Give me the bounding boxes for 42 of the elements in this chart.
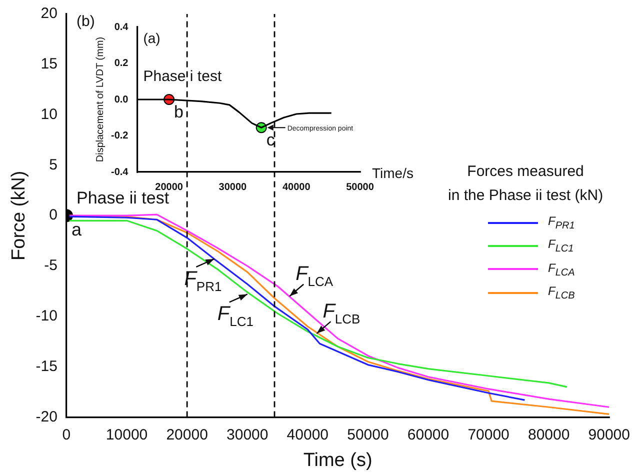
x-tick-label: 70000 bbox=[468, 426, 510, 444]
y-tick-label: 10 bbox=[40, 106, 58, 123]
x-tick-label: 20000 bbox=[166, 426, 208, 444]
x-tick-label: 40000 bbox=[282, 182, 311, 193]
legend-label: F$_{LC1}$ bbox=[548, 237, 574, 255]
x-axis-title: Time (s) bbox=[303, 450, 372, 471]
annotation: c bbox=[266, 130, 276, 150]
y-tick-label: 0 bbox=[49, 206, 58, 224]
legend-label: F$_{PR1}$ bbox=[548, 214, 575, 232]
x-axis-title: Time/s bbox=[372, 165, 414, 181]
x-tick-label: 90000 bbox=[588, 426, 630, 444]
y-tick-label: -20 bbox=[36, 408, 58, 426]
annotation: (a) bbox=[143, 30, 160, 46]
y-tick-label: 0.2 bbox=[114, 58, 129, 69]
x-tick-label: 10000 bbox=[106, 426, 148, 444]
legend-label: F$_{LCB}$ bbox=[548, 284, 575, 302]
y-tick-label: 15 bbox=[40, 56, 58, 73]
legend-label: F$_{LCA}$ bbox=[548, 260, 575, 278]
x-tick-label: 50000 bbox=[347, 426, 389, 444]
y-tick-label: 0.4 bbox=[114, 22, 129, 33]
x-tick-label: 40000 bbox=[286, 426, 329, 444]
x-tick-label: 30000 bbox=[218, 182, 248, 193]
annotation: b bbox=[174, 102, 184, 122]
y-axis-title: Displacement of LVDT (mm) bbox=[94, 36, 106, 162]
y-tick-label: -15 bbox=[36, 358, 58, 375]
annotation: (b) bbox=[76, 13, 95, 30]
y-tick-label: -0.2 bbox=[110, 130, 129, 142]
y-tick-label: -5 bbox=[44, 257, 58, 274]
y-tick-label: -10 bbox=[36, 308, 58, 325]
x-tick-label: 50000 bbox=[346, 182, 374, 193]
legend-title: Forces measured in the Phase ii test (kN) bbox=[448, 162, 604, 206]
y-tick-label: 0.0 bbox=[114, 94, 129, 106]
x-tick-label: 0 bbox=[62, 426, 71, 444]
y-axis-title: Force (kN) bbox=[8, 170, 30, 260]
x-tick-label: 60000 bbox=[407, 426, 450, 444]
annotation: Phase i test bbox=[143, 68, 222, 85]
x-tick-label: 30000 bbox=[226, 426, 268, 444]
y-tick-label: 20 bbox=[40, 5, 58, 22]
y-tick-label: 5 bbox=[49, 156, 58, 174]
annotation: a bbox=[71, 220, 82, 240]
x-tick-label: 80000 bbox=[528, 426, 570, 444]
y-tick-label: -0.4 bbox=[110, 166, 129, 178]
